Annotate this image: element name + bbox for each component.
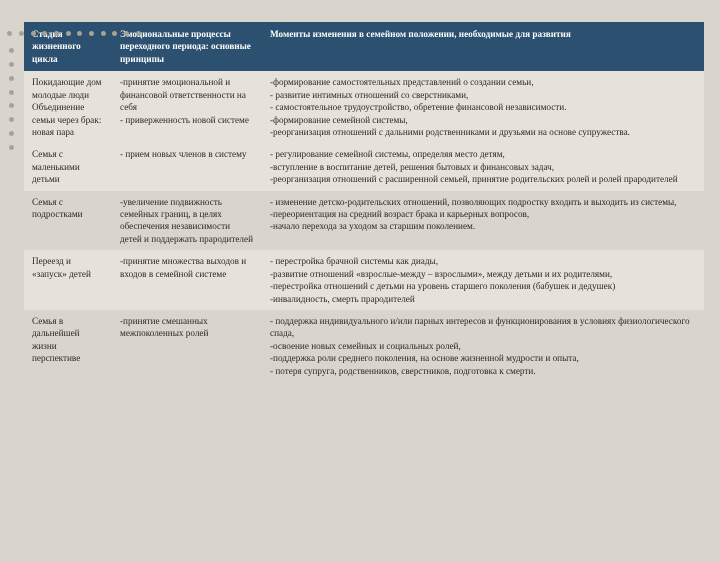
cell-changes: - поддержка индивидуального и/или парных… bbox=[262, 310, 704, 382]
cell-changes: - регулирование семейной системы, опреде… bbox=[262, 143, 704, 190]
decorative-side-dots bbox=[0, 44, 22, 154]
cell-changes: -формирование самостоятельных представле… bbox=[262, 71, 704, 143]
table-row: Покидающие дом молодые люди Объединение … bbox=[24, 71, 704, 143]
cell-changes: - перестройка брачной системы как диады,… bbox=[262, 250, 704, 310]
cell-process: -принятие смешанных межпоколенных ролей bbox=[112, 310, 262, 382]
cell-process: - прием новых членов в систему bbox=[112, 143, 262, 190]
col-header-changes: Моменты изменения в семейном положении, … bbox=[262, 22, 704, 71]
cell-stage: Покидающие дом молодые люди Объединение … bbox=[24, 71, 112, 143]
lifecycle-table: Стадия жизненного цикла Эмоциональные пр… bbox=[24, 22, 704, 382]
table-row: Семья в дальнейшей жизни перспективе -пр… bbox=[24, 310, 704, 382]
cell-stage: Семья в дальнейшей жизни перспективе bbox=[24, 310, 112, 382]
cell-process: -принятие множества выходов и входов в с… bbox=[112, 250, 262, 310]
cell-stage: Переезд и «запуск» детей bbox=[24, 250, 112, 310]
cell-stage: Семья с подростками bbox=[24, 191, 112, 251]
cell-changes: - изменение детско-родительских отношени… bbox=[262, 191, 704, 251]
table-row: Семья с маленькими детьми - прием новых … bbox=[24, 143, 704, 190]
cell-process: -увеличение подвижность семейных границ,… bbox=[112, 191, 262, 251]
page: Стадия жизненного цикла Эмоциональные пр… bbox=[0, 22, 720, 562]
cell-stage: Семья с маленькими детьми bbox=[24, 143, 112, 190]
decorative-top-dots bbox=[0, 22, 148, 44]
cell-process: -принятие эмоциональной и финансовой отв… bbox=[112, 71, 262, 143]
table-row: Переезд и «запуск» детей -принятие множе… bbox=[24, 250, 704, 310]
table-row: Семья с подростками -увеличение подвижно… bbox=[24, 191, 704, 251]
